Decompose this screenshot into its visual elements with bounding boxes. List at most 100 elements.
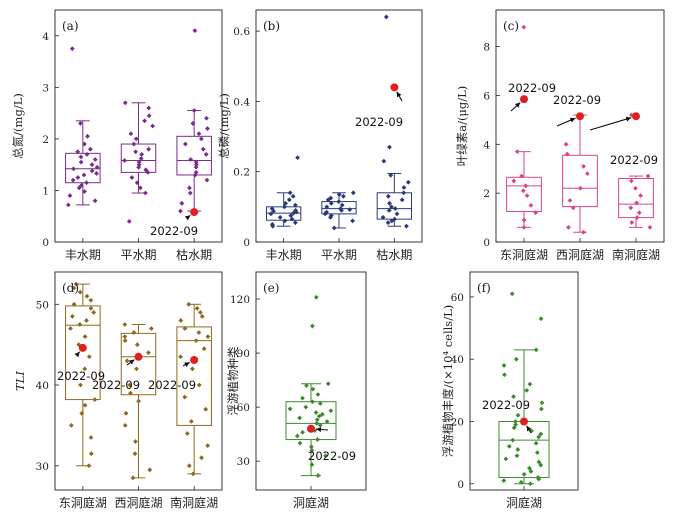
data-point [190, 366, 195, 372]
data-point [536, 434, 542, 440]
y-tick-label: 30 [36, 461, 49, 473]
panel-label: (d) [62, 281, 79, 295]
annotation-arrowhead [184, 215, 191, 221]
data-point [519, 173, 524, 179]
data-point [645, 173, 651, 179]
data-point [122, 158, 127, 163]
data-point [628, 205, 634, 211]
annotation-arrowhead [526, 425, 532, 432]
data-point [303, 404, 309, 410]
data-point [186, 463, 192, 469]
highlight-point [520, 417, 528, 426]
data-point [179, 200, 185, 206]
data-point [401, 185, 407, 190]
data-point [538, 406, 544, 412]
y-tick-label: 20 [451, 416, 464, 428]
data-point [634, 200, 640, 206]
highlight-annotation: 2022-09 [57, 369, 105, 383]
data-point [67, 193, 73, 198]
data-point [316, 413, 322, 419]
highlight-point [190, 356, 199, 365]
highlight-point [307, 424, 315, 433]
data-point [380, 214, 386, 220]
data-point [310, 386, 316, 392]
data-point [510, 437, 516, 443]
y-axis-label: 浮游植物种类 [226, 346, 240, 415]
x-category-label: 平水期 [120, 248, 156, 262]
y-axis-label: 总氮/(mg/L) [11, 93, 25, 159]
data-point [122, 100, 128, 106]
data-point [392, 216, 398, 222]
data-point [501, 363, 507, 368]
data-point [401, 190, 407, 196]
data-point [564, 151, 570, 157]
data-point [182, 141, 188, 147]
box [618, 178, 654, 219]
data-point [338, 206, 343, 212]
data-point [324, 419, 330, 424]
data-point [133, 439, 138, 444]
data-point [134, 366, 139, 372]
highlight-point [190, 208, 199, 217]
data-point [190, 471, 196, 477]
data-point [527, 381, 533, 387]
data-point [271, 208, 276, 214]
data-point [78, 159, 84, 165]
data-point [514, 453, 520, 459]
data-point [269, 206, 275, 212]
x-category-label: 丰水期 [266, 248, 302, 262]
data-point [78, 382, 83, 388]
data-point [387, 200, 392, 206]
y-tick-label: 50 [36, 299, 49, 311]
data-point [84, 293, 90, 299]
data-point [292, 202, 298, 208]
data-point [314, 420, 320, 426]
data-point [297, 415, 303, 421]
y-tick-label: 1 [42, 185, 49, 197]
data-point [184, 431, 190, 436]
data-point [524, 387, 530, 393]
data-point [290, 193, 296, 199]
data-point [88, 435, 94, 440]
data-point [82, 334, 88, 339]
highlight-annotation: 2022-09 [150, 224, 198, 238]
data-point [205, 443, 211, 448]
data-point [563, 141, 569, 147]
data-point [146, 350, 151, 356]
data-point [533, 440, 539, 446]
box [120, 332, 157, 396]
box [498, 420, 550, 479]
data-point [350, 218, 356, 224]
y-tick-label: 40 [36, 380, 49, 392]
data-point [286, 197, 292, 203]
data-point [139, 151, 145, 157]
highlight-annotation: 2022-09 [308, 449, 356, 463]
data-point [131, 141, 137, 147]
x-category-label: 西洞庭湖 [114, 495, 162, 510]
data-point [91, 309, 97, 315]
data-point [86, 354, 92, 360]
data-point [503, 456, 509, 462]
data-point [200, 146, 206, 152]
data-point [148, 326, 154, 331]
data-point [143, 167, 149, 173]
data-point [328, 200, 334, 206]
annotation-arrowhead [184, 362, 190, 367]
highlight-annotation: 2022-09 [508, 81, 556, 95]
data-point [324, 204, 330, 210]
y-tick-label: 30 [237, 456, 250, 468]
data-point [147, 467, 153, 473]
data-point [82, 189, 87, 194]
data-point [297, 440, 303, 446]
data-point [328, 195, 334, 201]
data-point [133, 149, 139, 155]
data-point [521, 217, 527, 223]
data-point [201, 346, 207, 352]
data-point [193, 159, 199, 165]
data-point [134, 342, 140, 348]
y-axis-label: 叶绿素a/(μg/L) [455, 86, 469, 167]
data-point [82, 141, 87, 147]
data-point [146, 113, 152, 119]
data-point [196, 131, 202, 137]
data-point [71, 166, 76, 172]
